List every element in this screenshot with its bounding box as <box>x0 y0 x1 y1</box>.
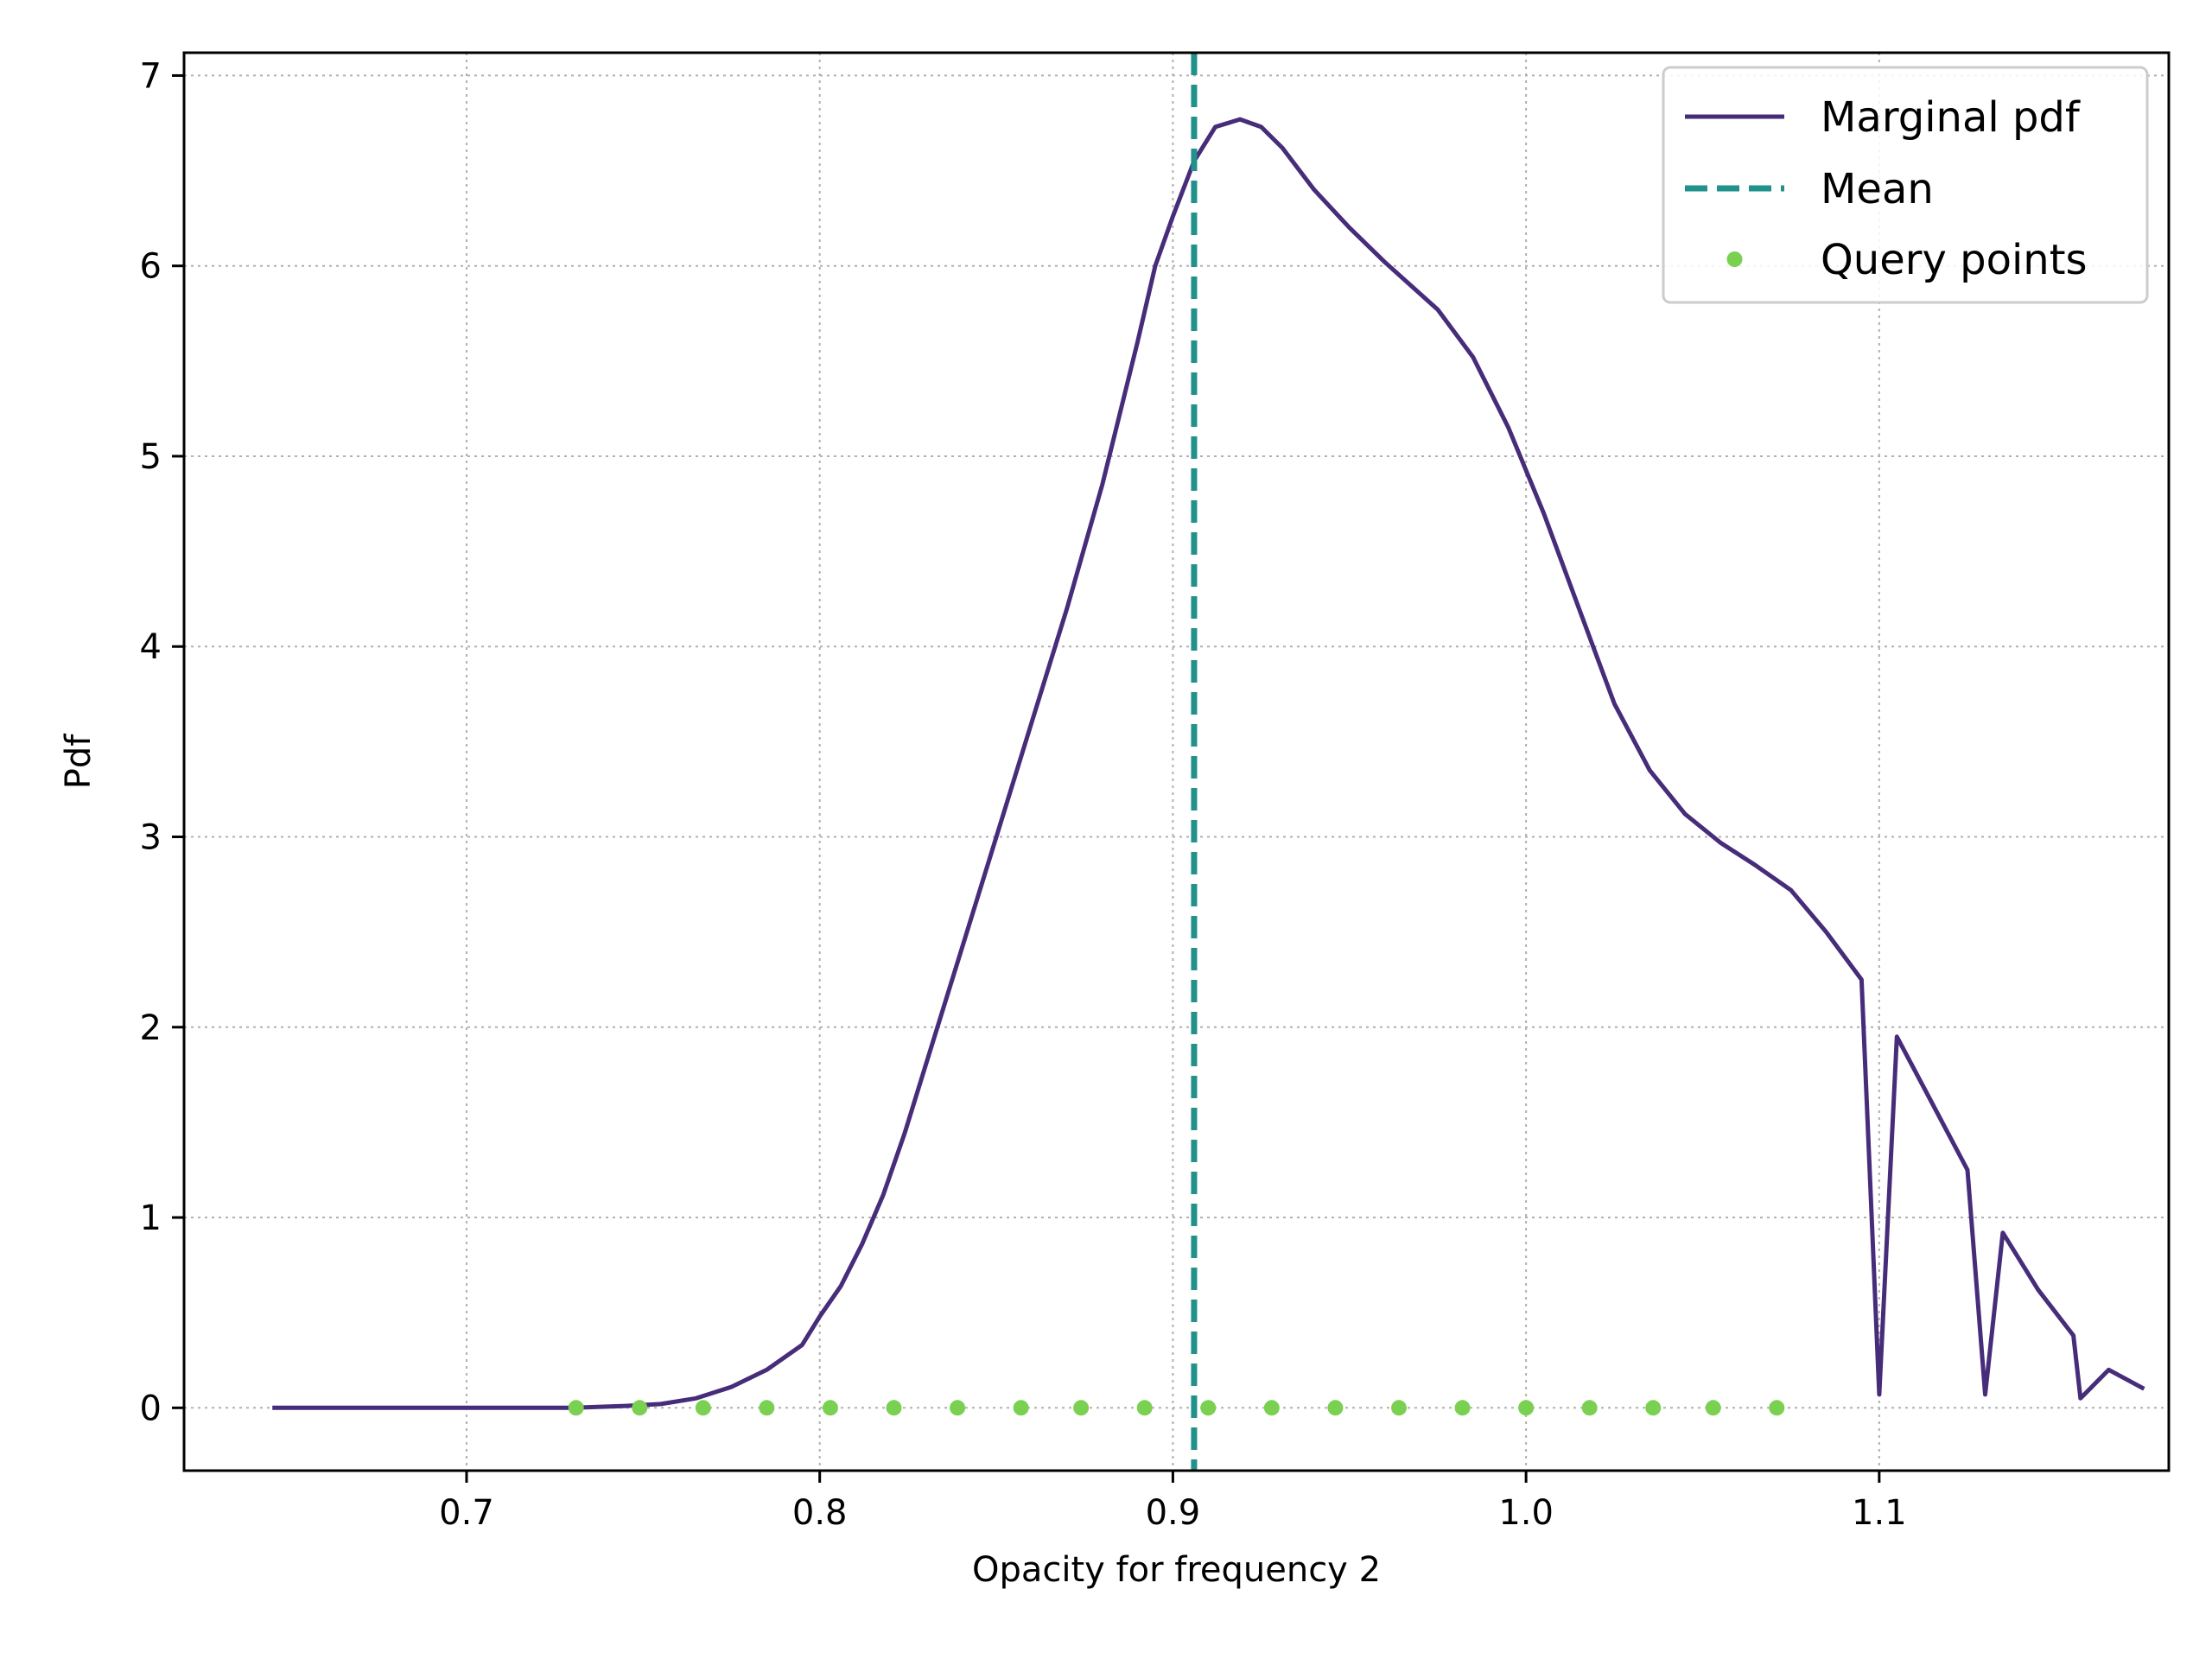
y-axis-label: Pdf <box>59 734 99 790</box>
query-point <box>1013 1400 1029 1416</box>
y-tick-label: 6 <box>140 247 162 287</box>
y-tick-label: 0 <box>140 1389 162 1428</box>
query-point <box>632 1400 648 1416</box>
query-point <box>1390 1400 1407 1416</box>
x-tick-label: 0.7 <box>439 1493 494 1533</box>
query-point <box>1645 1400 1662 1416</box>
x-tick-label: 1.1 <box>1852 1493 1907 1533</box>
query-point <box>1769 1400 1785 1416</box>
query-point <box>759 1400 775 1416</box>
query-point <box>822 1400 838 1416</box>
axis-ticks: 0.7 0.8 0.9 1.0 1.1 0 1 2 3 4 5 6 7 <box>140 56 1907 1533</box>
legend-mean-label: Mean <box>1821 165 1934 213</box>
query-point <box>886 1400 902 1416</box>
query-point <box>1705 1400 1721 1416</box>
x-tick-label: 1.0 <box>1498 1493 1554 1533</box>
y-tick-label: 3 <box>140 818 162 858</box>
query-point <box>1200 1400 1217 1416</box>
x-tick-label: 0.8 <box>792 1493 848 1533</box>
y-tick-label: 2 <box>140 1008 162 1048</box>
query-point <box>1136 1400 1153 1416</box>
query-point <box>1581 1400 1598 1416</box>
query-point <box>1073 1400 1090 1416</box>
query-point <box>695 1400 711 1416</box>
query-point <box>568 1400 584 1416</box>
query-point <box>1518 1400 1535 1416</box>
marginal-pdf-line <box>272 117 2145 1410</box>
y-tick-label: 7 <box>140 56 162 96</box>
x-axis-label: Opacity for frequency 2 <box>972 1550 1381 1590</box>
legend: Marginal pdf Mean Query points <box>1662 66 2149 304</box>
legend-box <box>1662 66 2149 304</box>
query-point <box>950 1400 966 1416</box>
legend-marginal-pdf-label: Marginal pdf <box>1821 93 2081 142</box>
plot-area <box>272 53 2145 1471</box>
y-tick-label: 1 <box>140 1198 162 1238</box>
y-tick-label: 5 <box>140 437 162 477</box>
legend-query-points-label: Query points <box>1821 236 2088 284</box>
query-point <box>1327 1400 1344 1416</box>
y-tick-label: 4 <box>140 627 162 667</box>
query-point <box>1263 1400 1280 1416</box>
axes-frame <box>182 51 2171 1472</box>
legend-query-points-handle <box>1726 251 1743 267</box>
query-point <box>1454 1400 1471 1416</box>
x-tick-label: 0.9 <box>1146 1493 1201 1533</box>
